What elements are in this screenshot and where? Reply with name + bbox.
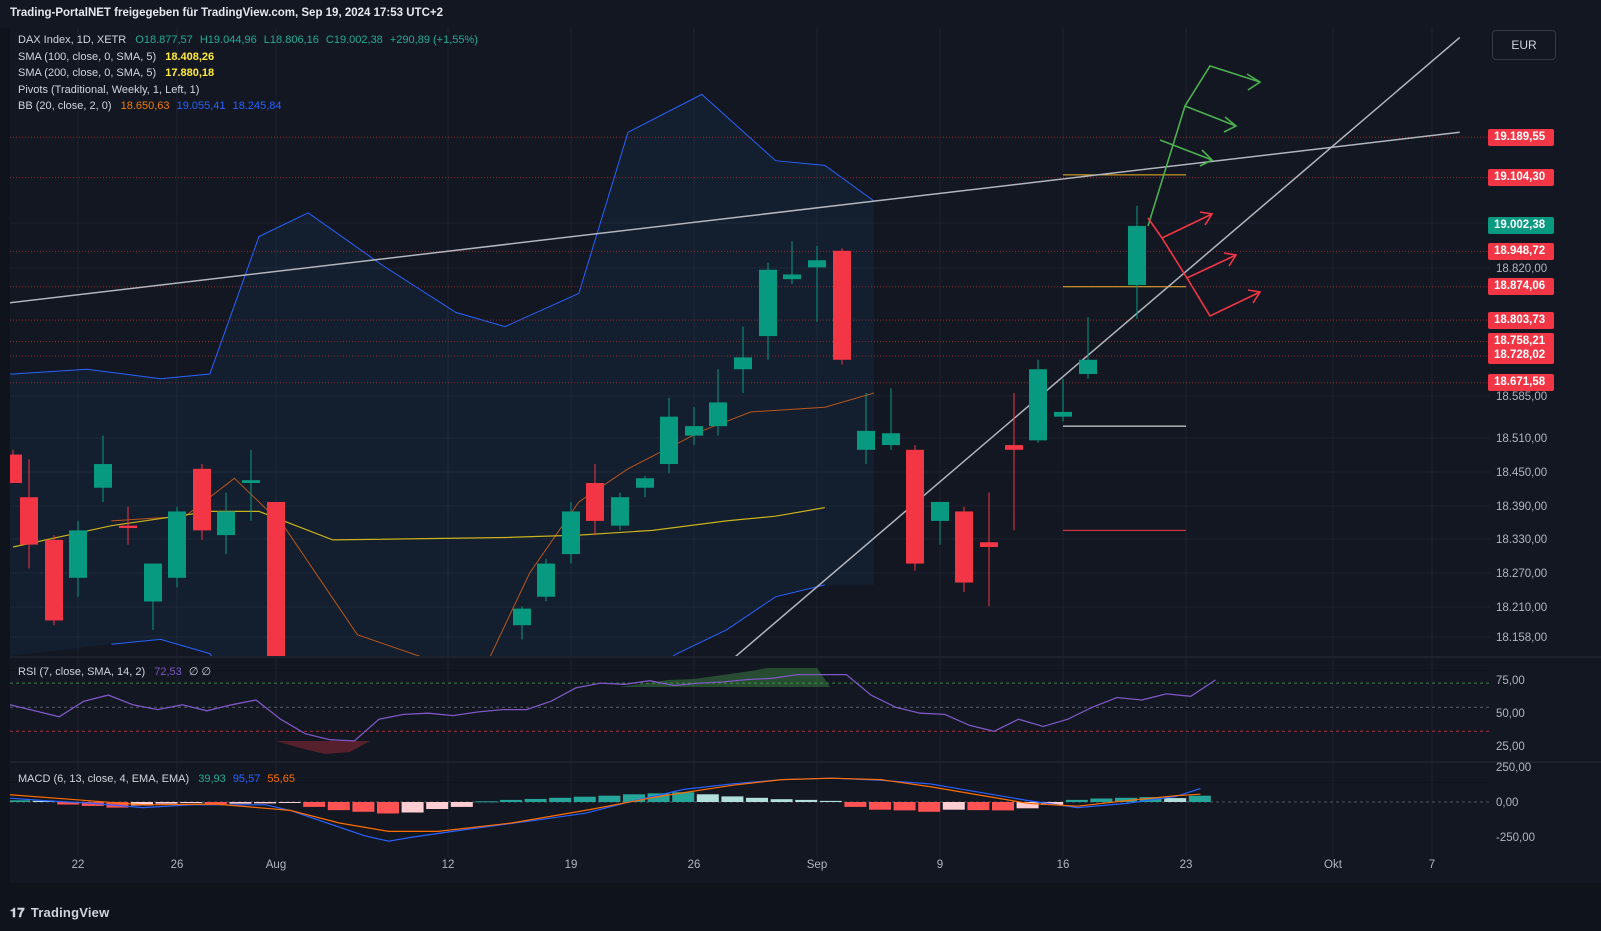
change-value: +290,89 (+1,55%) bbox=[389, 34, 478, 46]
currency-button[interactable]: EUR bbox=[1492, 30, 1556, 60]
price-badge: 19.104,30 bbox=[1488, 169, 1554, 187]
price-badge: 18.671,58 bbox=[1488, 374, 1554, 392]
low-value: L18.806,16 bbox=[263, 34, 319, 46]
rsi-label[interactable]: RSI (7, close, SMA, 14, 2) bbox=[18, 666, 146, 678]
sma100-label[interactable]: SMA (100, close, 0, SMA, 5) bbox=[18, 50, 157, 63]
sma200-value: 17.880,18 bbox=[165, 67, 215, 79]
price-badge: 19.002,38 bbox=[1488, 217, 1554, 235]
rsi-pane[interactable] bbox=[10, 671, 1490, 782]
time-axis[interactable] bbox=[10, 861, 1601, 883]
macd-hist-value: 39,93 bbox=[198, 773, 226, 785]
snapshot-title: Trading-PortalNET freigegeben für Tradin… bbox=[10, 7, 443, 19]
footer bbox=[0, 883, 1601, 931]
price-badge: 18.948,72 bbox=[1488, 242, 1554, 260]
bb-upper-value: 19.055,41 bbox=[176, 100, 226, 112]
price-badge: 18.728,02 bbox=[1488, 347, 1554, 365]
legend-sma200: SMA (200, close, 0, SMA, 5) 17.880,18 bbox=[18, 65, 478, 82]
bb-basis-value: 18.650,63 bbox=[120, 100, 170, 112]
bb-lower-value: 18.245,84 bbox=[232, 100, 282, 112]
rsi-value: 72,53 bbox=[154, 666, 182, 678]
rsi-extra: ∅ ∅ bbox=[188, 666, 212, 678]
rsi-legend: RSI (7, close, SMA, 14, 2) 72,53 ∅ ∅ bbox=[18, 664, 211, 681]
main-chart-pane[interactable] bbox=[10, 28, 1490, 670]
open-value: O18.877,57 bbox=[135, 34, 193, 46]
price-badge: 18.803,73 bbox=[1488, 311, 1554, 329]
legend-main: DAX Index, 1D, XETR O18.877,57 H19.044,9… bbox=[18, 32, 478, 49]
high-value: H19.044,96 bbox=[199, 34, 257, 46]
price-badge: 18.758,21 bbox=[1488, 333, 1554, 351]
bb-label[interactable]: BB (20, close, 2, 0) bbox=[18, 100, 112, 112]
tradingview-logo-icon: 𝟏𝟕 bbox=[10, 905, 25, 920]
main-legend: DAX Index, 1D, XETR O18.877,57 H19.044,9… bbox=[18, 32, 478, 115]
legend-bb: BB (20, close, 2, 0) 18.650,63 19.055,41… bbox=[18, 98, 478, 115]
macd-legend: MACD (6, 13, close, 4, EMA, EMA) 39,93 9… bbox=[18, 771, 295, 788]
legend-sma100: SMA (100, close, 0, SMA, 5) 18.408,26 bbox=[18, 49, 478, 66]
macd-signal-value: 55,65 bbox=[267, 773, 295, 785]
price-axis[interactable] bbox=[1490, 28, 1601, 861]
price-badge: 19.189,55 bbox=[1488, 128, 1554, 146]
top-bar: Trading-PortalNET freigegeben für Tradin… bbox=[0, 0, 1601, 28]
symbol-label[interactable]: DAX Index, 1D, XETR bbox=[18, 34, 127, 46]
brand-name: TradingView bbox=[30, 905, 110, 920]
close-value: C19.002,38 bbox=[325, 34, 383, 46]
sma100-value: 18.408,26 bbox=[165, 50, 215, 63]
legend-pivots: Pivots (Traditional, Weekly, 1, Left, 1) bbox=[18, 82, 478, 99]
macd-line-value: 95,57 bbox=[232, 773, 261, 785]
sma200-label[interactable]: SMA (200, close, 0, SMA, 5) bbox=[18, 67, 157, 79]
tradingview-brand[interactable]: 𝟏𝟕 TradingView bbox=[10, 905, 109, 921]
macd-label[interactable]: MACD (6, 13, close, 4, EMA, EMA) bbox=[18, 773, 190, 785]
macd-pane[interactable] bbox=[10, 783, 1490, 861]
price-badge: 18.874,06 bbox=[1488, 278, 1554, 296]
pivots-label[interactable]: Pivots (Traditional, Weekly, 1, Left, 1) bbox=[18, 83, 200, 96]
